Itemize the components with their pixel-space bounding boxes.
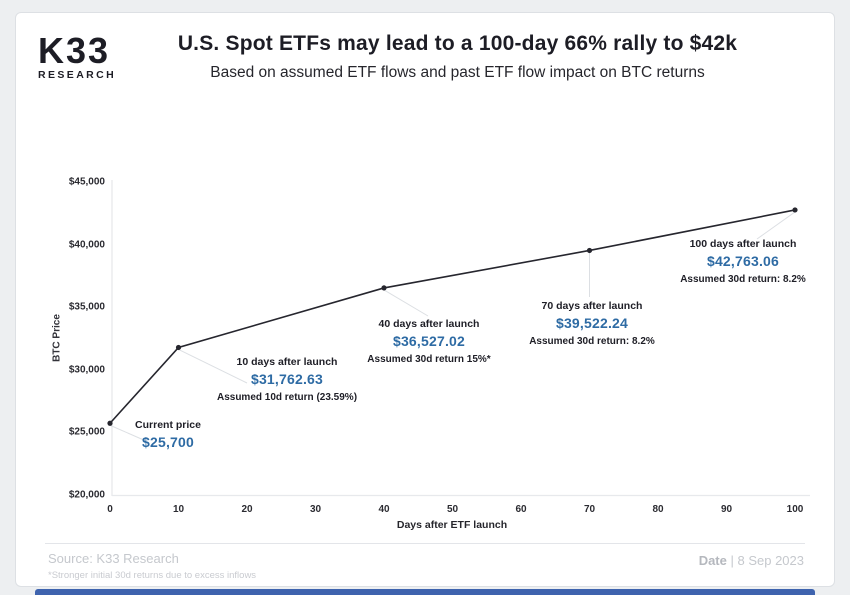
y-tick-label: $30,000 (68, 364, 105, 375)
date-line: Date | 8 Sep 2023 (699, 553, 804, 568)
data-point (586, 247, 593, 254)
x-tick-label: 90 (720, 504, 733, 515)
y-tick-label: $40,000 (68, 239, 105, 250)
x-tick-label: 50 (446, 504, 459, 515)
x-tick-label: 80 (652, 504, 664, 515)
annotation-current-price: Current price $25,700 (112, 418, 224, 454)
data-point (381, 285, 387, 291)
data-point (107, 420, 113, 426)
annotation-title: 40 days after launch (378, 318, 480, 330)
annotation-note: Assumed 30d return 15%* (367, 353, 491, 365)
footnote-text: *Stronger initial 30d returns due to exc… (48, 570, 257, 581)
annotation-day-10: 10 days after launch $31,762.63 Assumed … (211, 355, 363, 404)
annotation-note: Assumed 10d return (23.59%) (216, 391, 358, 403)
annotation-day-40: 40 days after launch $36,527.02 Assumed … (352, 317, 506, 366)
bottom-accent-bar (35, 589, 815, 595)
date-value: | 8 Sep 2023 (730, 553, 805, 568)
y-tick-label: $35,000 (68, 301, 105, 313)
annotation-title: 100 days after launch (689, 238, 797, 250)
annotation-title: 10 days after launch (236, 356, 338, 368)
annotation-leader-line (178, 349, 248, 384)
x-axis-title: Days after ETF launch (396, 519, 508, 531)
x-tick-label: 10 (172, 504, 185, 515)
y-axis-title: BTC Price (51, 314, 63, 362)
data-point (175, 344, 182, 351)
chart-subtitle: Based on assumed ETF flows and past ETF … (210, 64, 705, 81)
chart-card (15, 12, 835, 587)
annotation-price: $36,527.02 (392, 333, 466, 350)
x-tick-label: 100 (786, 504, 804, 515)
x-tick-label: 60 (515, 504, 527, 515)
annotation-price: $31,762.63 (250, 371, 324, 388)
annotation-title: 70 days after launch (541, 300, 643, 312)
x-tick-label: 20 (241, 504, 253, 515)
annotation-note: Assumed 30d return: 8.2% (680, 273, 806, 285)
annotation-leader-line (109, 424, 147, 442)
date-label: Date (698, 553, 727, 568)
annotation-price: $25,700 (141, 434, 194, 451)
annotation-price: $42,763.06 (706, 253, 780, 270)
source-text: Source: K33 Research (48, 551, 179, 566)
y-tick-label: $45,000 (68, 176, 105, 188)
logo-secondary-text: RESEARCH (38, 69, 117, 81)
data-point (792, 207, 798, 213)
annotation-leader-line (756, 211, 796, 240)
x-tick-label: 30 (309, 504, 322, 515)
x-tick-label: 0 (107, 504, 113, 515)
y-tick-label: $25,000 (68, 426, 105, 438)
annotation-leader-line (383, 289, 429, 317)
y-tick-label: $20,000 (68, 489, 105, 500)
annotation-price: $39,522.24 (555, 315, 629, 332)
chart-header: U.S. Spot ETFs may lead to a 100-day 66%… (135, 30, 780, 82)
annotation-title: Current price (135, 419, 201, 431)
logo-primary-text: K33 (38, 30, 111, 71)
footer-divider (45, 543, 805, 544)
annotation-day-70: 70 days after launch $39,522.24 Assumed … (513, 299, 671, 348)
chart-title: U.S. Spot ETFs may lead to a 100-day 66%… (177, 32, 738, 55)
k33-research-logo: K33 RESEARCH (38, 30, 138, 82)
x-tick-label: 70 (583, 504, 596, 515)
annotation-day-100: 100 days after launch $42,763.06 Assumed… (663, 237, 823, 286)
x-tick-label: 40 (378, 504, 390, 515)
annotation-note: Assumed 30d return: 8.2% (529, 335, 655, 347)
